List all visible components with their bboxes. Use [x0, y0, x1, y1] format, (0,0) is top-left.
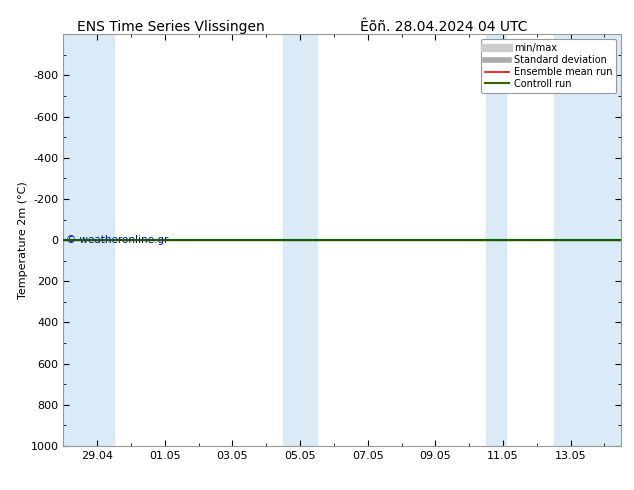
- Bar: [486, 34, 507, 446]
- Bar: [553, 34, 621, 446]
- Text: ENS Time Series Vlissingen: ENS Time Series Vlissingen: [77, 20, 265, 34]
- Text: © weatheronline.gr: © weatheronline.gr: [66, 235, 169, 245]
- Bar: [63, 34, 114, 446]
- Text: Êõñ. 28.04.2024 04 UTC: Êõñ. 28.04.2024 04 UTC: [360, 20, 527, 34]
- Bar: [283, 34, 317, 446]
- Y-axis label: Temperature 2m (°C): Temperature 2m (°C): [18, 181, 28, 299]
- Legend: min/max, Standard deviation, Ensemble mean run, Controll run: min/max, Standard deviation, Ensemble me…: [481, 39, 616, 93]
